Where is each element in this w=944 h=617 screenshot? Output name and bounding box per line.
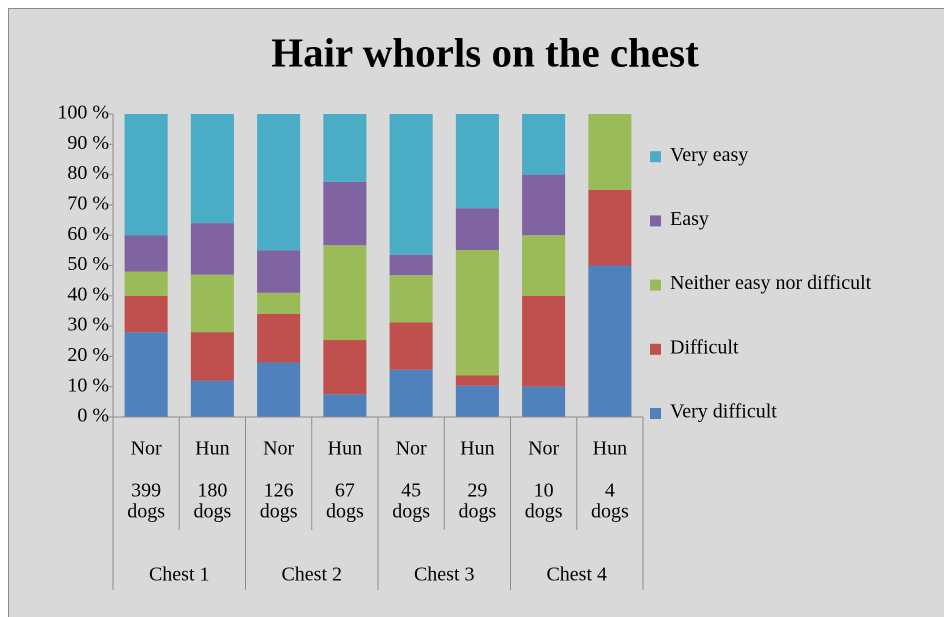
x-tick-label: dogs <box>392 501 430 523</box>
bar-segment <box>323 245 367 341</box>
bar-segment <box>522 295 566 387</box>
legend-label: Difficult <box>670 336 739 358</box>
bar-segment <box>455 375 499 386</box>
bar-segment <box>323 340 367 395</box>
x-tick-label: Nor <box>263 438 294 460</box>
bar-segment <box>588 114 632 190</box>
bar-segment <box>389 254 433 276</box>
bar-segment <box>124 295 168 333</box>
x-tick-label: dogs <box>193 501 231 523</box>
legend-label: Very easy <box>670 144 748 166</box>
bar-segment <box>323 114 367 182</box>
x-tick-label: dogs <box>260 501 298 523</box>
legend-swatch <box>650 408 661 419</box>
bar-segment <box>455 208 499 251</box>
x-tick-label: Nor <box>396 438 427 460</box>
group-label: Chest 4 <box>546 564 607 586</box>
x-tick-label: 67 <box>335 480 355 502</box>
bar-segment <box>522 235 566 296</box>
bar-segment <box>257 362 301 417</box>
y-tick-label: 60 % <box>67 223 109 245</box>
bar-segment <box>124 235 168 272</box>
legend-swatch <box>650 151 661 163</box>
legend-swatch <box>650 215 661 227</box>
group-label: Chest 2 <box>281 564 342 586</box>
bar-segment <box>190 114 234 224</box>
x-tick-label: dogs <box>458 501 496 523</box>
x-tick-label: dogs <box>326 501 364 523</box>
bar-segment <box>389 275 433 323</box>
bar-segment <box>257 114 301 251</box>
bar-segment <box>190 380 234 417</box>
x-tick-label: 180 <box>197 480 227 502</box>
x-tick-label: Hun <box>328 438 362 460</box>
bar-segment <box>323 181 367 246</box>
y-tick-label: 10 % <box>67 374 109 396</box>
x-tick-label: 45 <box>401 480 421 502</box>
bar-segment <box>522 386 566 417</box>
bar-segment <box>389 114 433 255</box>
x-tick-label: 399 <box>131 480 161 502</box>
group-label: Chest 3 <box>414 564 475 586</box>
bar-segment <box>257 313 301 363</box>
x-tick-label: 29 <box>467 480 487 502</box>
y-tick-label: 80 % <box>67 162 109 184</box>
x-tick-label: 10 <box>534 480 554 502</box>
y-tick-label: 40 % <box>67 283 109 305</box>
bar-segment <box>455 385 499 417</box>
bar-segment <box>124 332 168 417</box>
bar-segment <box>257 292 301 314</box>
y-tick-label: 20 % <box>67 344 109 366</box>
y-tick-label: 90 % <box>67 132 109 154</box>
x-tick-label: dogs <box>591 501 629 523</box>
bar-segment <box>190 274 234 333</box>
legend-label: Very difficult <box>670 401 777 423</box>
y-tick-label: 0 % <box>77 405 109 427</box>
y-tick-label: 30 % <box>67 314 109 336</box>
x-tick-label: dogs <box>525 501 563 523</box>
y-tick-label: 100 % <box>57 102 109 124</box>
bar-segment <box>190 332 234 381</box>
y-tick-label: 70 % <box>67 192 109 214</box>
bar-segment <box>323 394 367 417</box>
bar-segment <box>522 174 566 236</box>
x-tick-label: Hun <box>593 438 627 460</box>
x-tick-label: Hun <box>460 438 494 460</box>
bar-segment <box>389 322 433 370</box>
bar-segment <box>257 250 301 293</box>
bar-segment <box>588 265 632 417</box>
bar-segment <box>522 114 566 175</box>
legend-swatch <box>650 343 661 355</box>
x-tick-label: 4 <box>605 480 615 502</box>
bar-segment <box>190 223 234 275</box>
x-tick-label: Nor <box>131 438 162 460</box>
bar-segment <box>455 114 499 209</box>
legend-label: Neither easy nor difficult <box>670 272 872 294</box>
legend-swatch <box>650 279 661 291</box>
bar-segment <box>124 271 168 296</box>
bar-segment <box>124 114 168 236</box>
bar-segment <box>588 189 632 266</box>
group-label: Chest 1 <box>149 564 210 586</box>
x-tick-label: Hun <box>195 438 229 460</box>
x-tick-label: dogs <box>127 501 165 523</box>
y-tick-label: 50 % <box>67 253 109 275</box>
chart-title: Hair whorls on the chest <box>271 29 699 75</box>
legend-label: Easy <box>670 208 709 230</box>
x-tick-label: Nor <box>528 438 559 460</box>
bar-segment <box>455 250 499 376</box>
x-tick-label: 126 <box>264 480 294 502</box>
bar-segment <box>389 369 433 417</box>
